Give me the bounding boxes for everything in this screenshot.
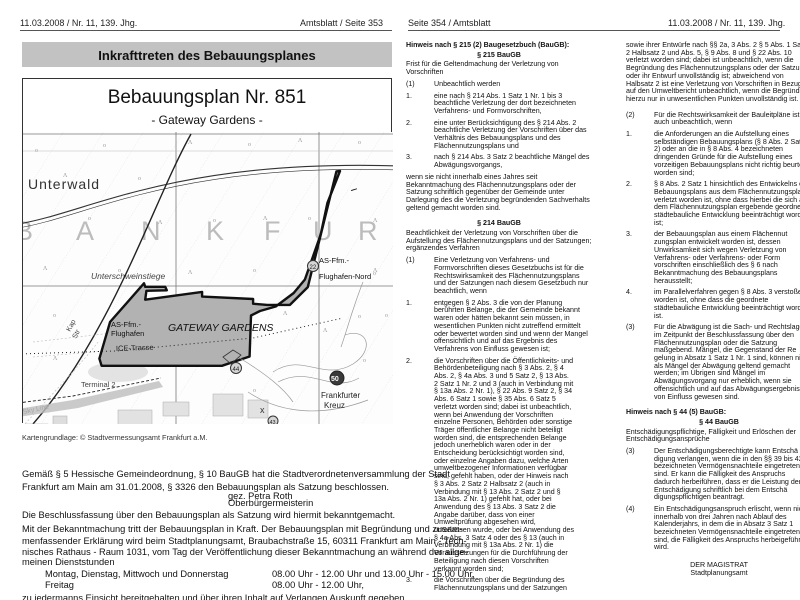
svg-text:o: o <box>248 142 251 148</box>
svg-text:Terminal 2: Terminal 2 <box>81 380 116 389</box>
svg-text:o: o <box>358 314 361 320</box>
svg-text:Λ: Λ <box>43 266 48 272</box>
svg-text:o: o <box>308 216 311 222</box>
svg-text:ICE-Trasse: ICE-Trasse <box>116 343 154 353</box>
svg-text:Unterwald: Unterwald <box>28 176 100 192</box>
svg-text:o: o <box>103 143 106 149</box>
svg-text:Flughafen: Flughafen <box>111 329 144 338</box>
svg-text:o: o <box>253 268 256 274</box>
svg-text:43: 43 <box>270 420 276 424</box>
svg-text:o: o <box>363 358 366 364</box>
svg-text:o: o <box>358 140 361 146</box>
svg-text:Λ: Λ <box>283 311 288 317</box>
svg-text:o: o <box>253 388 256 394</box>
svg-text:44: 44 <box>233 367 240 373</box>
svg-text:F: F <box>264 216 281 246</box>
svg-text:Λ: Λ <box>53 356 58 362</box>
svg-text:B: B <box>23 216 33 246</box>
svg-text:AS-Ffm.-: AS-Ffm.- <box>319 256 349 265</box>
svg-text:x: x <box>260 405 265 415</box>
svg-text:GATEWAY GARDENS: GATEWAY GARDENS <box>168 322 273 334</box>
svg-text:Kreuz: Kreuz <box>324 401 345 410</box>
svg-text:50: 50 <box>331 376 339 383</box>
svg-text:R: R <box>358 216 378 246</box>
svg-text:Flughafen-Nord: Flughafen-Nord <box>319 272 371 281</box>
svg-text:Λ: Λ <box>373 268 378 274</box>
svg-text:o: o <box>385 313 388 319</box>
svg-text:Unterschweinstiege: Unterschweinstiege <box>91 271 165 281</box>
svg-text:Frankfurter: Frankfurter <box>321 391 360 400</box>
svg-text:Λ: Λ <box>188 270 193 276</box>
svg-text:K: K <box>206 216 224 246</box>
svg-text:o: o <box>138 176 141 182</box>
svg-text:Λ: Λ <box>188 140 193 146</box>
svg-text:AS-Ffm.-: AS-Ffm.- <box>111 320 141 329</box>
svg-text:Λ: Λ <box>323 328 328 334</box>
svg-text:o: o <box>53 313 56 319</box>
svg-text:A: A <box>76 216 94 246</box>
svg-text:22: 22 <box>310 265 317 271</box>
svg-text:Λ: Λ <box>298 138 303 144</box>
